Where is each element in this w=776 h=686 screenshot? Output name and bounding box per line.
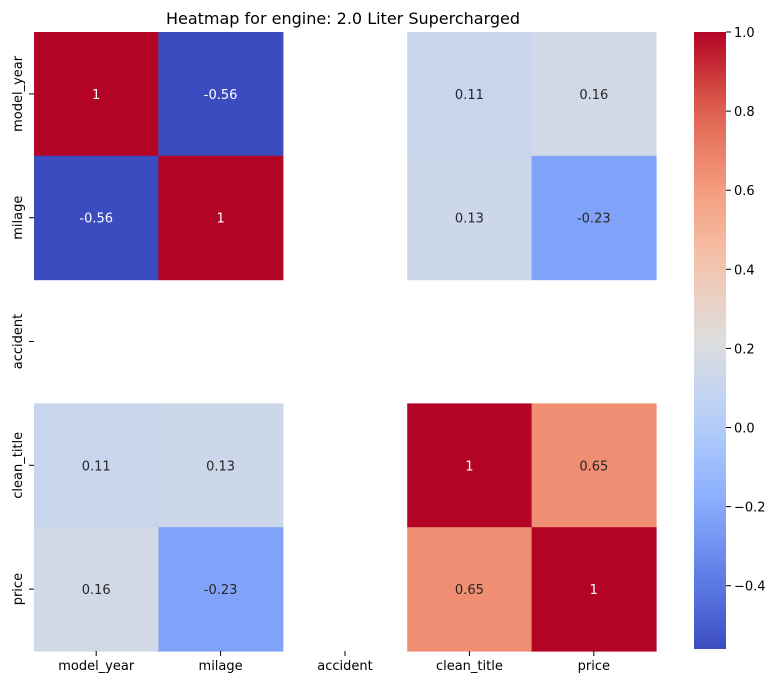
y-tick-label-1: milage [11, 196, 26, 240]
cell-annotation-r1-c0: -0.56 [79, 212, 113, 227]
heatmap-cell-r1-c0 [34, 155, 159, 281]
heatmap-cell-r0-c1 [158, 32, 284, 157]
heatmap-cell-r4-c3 [407, 527, 533, 652]
cell-annotation-r1-c1: 1 [216, 212, 224, 227]
heatmap-cell-r3-c1 [158, 403, 284, 528]
heatmap-cell-r4-c4 [531, 527, 657, 652]
cell-annotation-r0-c4: 0.16 [579, 88, 608, 103]
colorbar-gradient [694, 32, 726, 649]
colorbar-tick-label-6: 0.8 [734, 105, 755, 120]
colorbar-tick-label-1: −0.2 [734, 501, 766, 516]
cell-annotation-r3-c4: 0.65 [579, 459, 608, 474]
y-tick-label-4: price [11, 573, 26, 605]
heatmap-cell-r1-c1 [158, 155, 284, 281]
x-tick-label-2: accident [317, 659, 372, 674]
y-tick-label-0: model_year [11, 55, 26, 132]
heatmap-cell-r0-c0 [34, 32, 159, 157]
cell-annotation-r4-c1: -0.23 [204, 583, 238, 598]
heatmap-cell-r4-c0 [34, 527, 159, 652]
heatmap-cell-r3-c3 [407, 403, 533, 528]
heatmap-cell-r1-c4 [531, 155, 657, 281]
x-tick-label-0: model_year [58, 659, 135, 674]
cell-annotation-r4-c4: 1 [590, 583, 598, 598]
colorbar-tick-label-0: −0.4 [734, 580, 766, 595]
colorbar-tick-label-5: 0.6 [734, 184, 755, 199]
cell-annotation-r0-c3: 0.11 [455, 88, 484, 103]
cell-annotation-r0-c1: -0.56 [204, 88, 238, 103]
heatmap-cell-r4-c1 [158, 527, 284, 652]
cell-annotation-r1-c3: 0.13 [455, 212, 484, 227]
cell-annotation-r4-c0: 0.16 [82, 583, 111, 598]
cell-annotation-r3-c0: 0.11 [82, 459, 111, 474]
chart-title: Heatmap for engine: 2.0 Liter Supercharg… [166, 9, 520, 28]
heatmap-cell-r3-c4 [531, 403, 657, 528]
colorbar: −0.4 −0.2 0.0 0.2 0.4 0.6 0.8 1.0 [694, 26, 766, 649]
cell-annotation-r3-c3: 1 [465, 459, 473, 474]
x-tick-label-3: clean_title [436, 659, 503, 674]
colorbar-tick-label-7: 1.0 [734, 26, 755, 41]
y-tick-label-3: clean_title [11, 432, 26, 499]
cell-annotations: 1 -0.56 0.11 0.16 -0.56 1 0.13 -0.23 0.11 0.13 1 0.… [79, 88, 610, 598]
cell-annotation-r3-c1: 0.13 [206, 459, 235, 474]
cell-annotation-r1-c4: -0.23 [577, 212, 611, 227]
colorbar-tick-label-2: 0.0 [734, 422, 755, 437]
heatmap-cell-r0-c3 [407, 32, 533, 157]
x-tick-label-4: price [578, 659, 610, 674]
heatmap-cell-r0-c4 [531, 32, 657, 157]
heatmap-cell-r1-c3 [407, 155, 533, 281]
x-axis: model_year milage accident clean_title price [58, 651, 610, 674]
heatmap-cell-r3-c0 [34, 403, 159, 528]
heatmap-cells [34, 32, 657, 652]
cell-annotation-r4-c3: 0.65 [455, 583, 484, 598]
colorbar-tick-label-4: 0.4 [734, 263, 755, 278]
cell-annotation-r0-c0: 1 [92, 88, 100, 103]
colorbar-tick-label-3: 0.2 [734, 342, 755, 357]
y-tick-label-2: accident [11, 314, 26, 369]
x-tick-label-1: milage [199, 659, 243, 674]
